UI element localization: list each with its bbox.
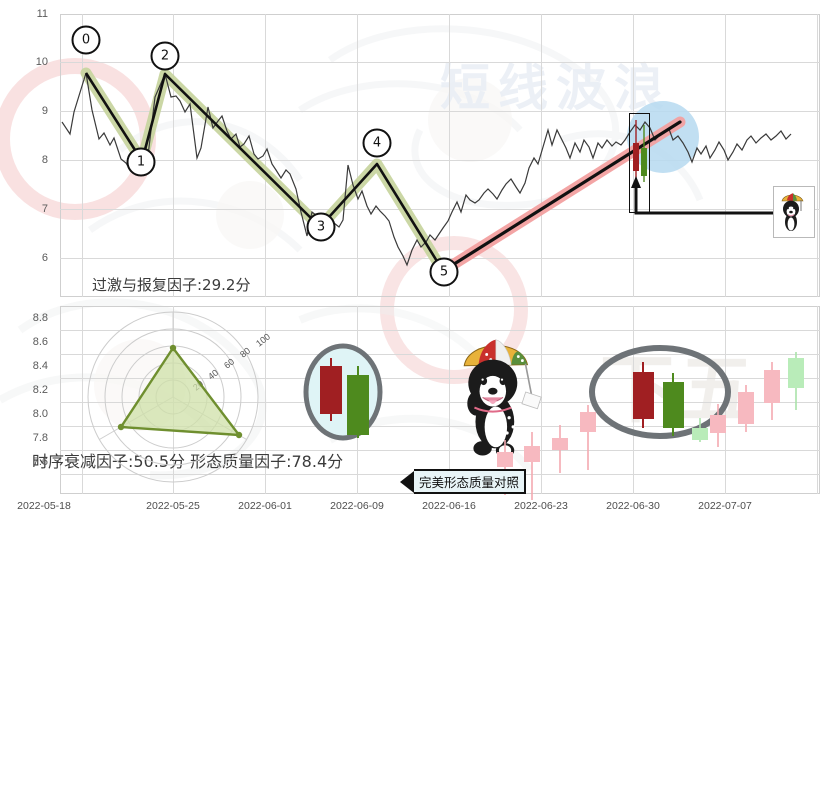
gridline-h [60,330,820,331]
top-panel-frame [60,14,820,297]
gridline-v [449,14,450,297]
dog-with-umbrella-illustration [463,339,542,458]
gridline-h [60,402,820,403]
callout-connector [631,176,773,215]
gridline-v [265,306,266,494]
reference-candle-group [303,343,383,441]
gridline-v [541,306,542,494]
radar-polygon [119,346,241,437]
ytick-bottom: 8.8 [32,312,48,324]
ytick-top: 10 [35,56,48,68]
gridline-h [60,111,820,112]
gridline-v [357,14,358,297]
gridline-v [82,306,83,494]
xtick: 2022-06-09 [330,500,384,512]
gridline-h [60,160,820,161]
ytick-bottom: 8.4 [32,360,48,372]
ytick-top: 11 [36,8,48,20]
highlight-ellipse [589,345,731,439]
callout-label: 完美形态质量对照 [414,469,527,494]
radar-vertex [117,344,243,439]
gridline-v [725,14,726,297]
bottom-annotation-text: 时序衰减因子:50.5分 形态质量因子:78.4分 [32,452,344,471]
candle [552,425,568,473]
candle [788,352,804,410]
top-annotation-text: 过激与报复因子:29.2分 [92,276,251,294]
ytick-top: 6 [41,252,48,264]
gridline-h [60,450,820,451]
wave-badge-3[interactable]: 3 [306,212,336,242]
ytick-top: 8 [41,154,48,166]
gridline-v [265,14,266,297]
candle-highlight-up [663,373,684,436]
reference-candle-up [347,375,369,435]
ytick-bottom: 8.2 [32,384,48,396]
chart-root: 短线波浪 下五 [0,8,820,512]
wave-badge-5[interactable]: 5 [429,257,459,287]
wave-badge-2[interactable]: 2 [150,41,180,71]
candle [580,405,596,470]
candle [524,432,540,500]
gridline-h [60,209,820,210]
wave-line-projection [441,120,682,273]
radar-chart: 20 40 60 80 100 [87,311,272,483]
xtick: 2022-05-25 [146,500,200,512]
radar-rtick-80: 80 [238,346,252,360]
gridline-v [817,14,818,297]
xtick: 2022-05-18 [17,500,71,512]
xtick: 2022-06-30 [606,500,660,512]
dog-thumbnail-box[interactable] [773,186,815,238]
candle [764,362,780,420]
inline-candle-marker [633,120,647,182]
ytick-bottom: 7.8 [32,432,48,444]
xtick: 2022-06-01 [238,500,292,512]
candle [692,418,708,442]
ytick-bottom: 7.6 [32,456,48,468]
gridline-v [817,306,818,494]
wave-badge-4[interactable]: 4 [362,128,392,158]
gridline-h [60,378,820,379]
candle [738,385,754,432]
ytick-bottom: 8.0 [32,408,48,420]
selection-box[interactable] [629,113,650,213]
xtick: 2022-06-16 [422,500,476,512]
gridline-v [541,14,542,297]
wave-line-down [84,72,445,272]
gridline-v [449,306,450,494]
xtick: 2022-06-23 [514,500,568,512]
perfect-pattern-callout[interactable]: 完美形态质量对照 [400,469,527,494]
radar-rtick-40: 40 [206,368,220,382]
ytick-top: 7 [41,203,48,215]
top-panel-drawing [61,67,792,277]
ytick-bottom: 8.6 [32,336,48,348]
reference-candle-down [320,366,342,414]
dog-with-umbrella-icon [781,193,804,231]
radar-rtick-60: 60 [222,357,236,371]
gridline-v [82,14,83,297]
wave-badge-1[interactable]: 1 [126,147,156,177]
price-line [61,72,792,267]
xtick: 2022-07-07 [698,500,752,512]
candle-highlight-down [633,362,654,428]
ytick-top: 9 [41,105,48,117]
gridline-h [60,62,820,63]
candle [710,404,726,447]
gridline-h [60,354,820,355]
gridline-v [173,14,174,297]
gridline-h [60,426,820,427]
arrow-left-icon [400,470,414,493]
wave-badge-0[interactable]: 0 [71,25,101,55]
